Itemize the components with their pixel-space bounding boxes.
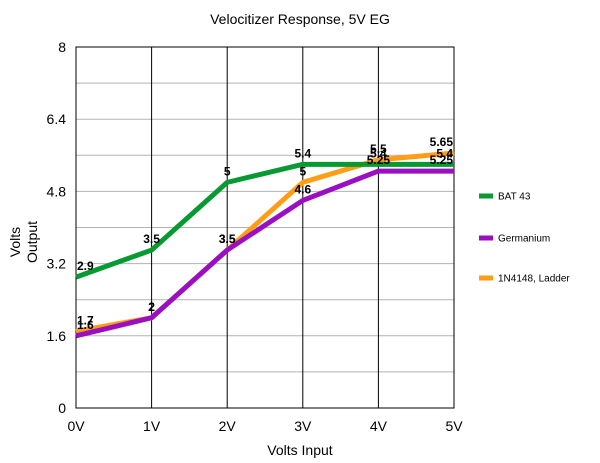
data-label: 5.65 — [430, 135, 454, 149]
legend-label: Germanium — [498, 234, 550, 245]
data-label: 5 — [224, 164, 231, 178]
y-tick-label: 6.4 — [47, 111, 67, 127]
y-axis-ticks: 0 1.6 3.2 4.8 6.4 8 — [47, 39, 67, 416]
series-line — [75, 168, 454, 339]
y-tick-label: 8 — [58, 39, 66, 55]
x-tick-label: 2V — [219, 418, 237, 434]
y-tick-label: 1.6 — [47, 328, 67, 344]
data-label: 5.4 — [294, 146, 311, 160]
data-label: 2 — [148, 300, 155, 314]
data-labels: 2.93.555.4 5.4 5.41.623.54.65.25 5.251.723.… — [77, 135, 453, 332]
data-label: 2 — [148, 300, 155, 314]
data-label: 3.5 — [219, 232, 236, 246]
data-label: 3.5 — [143, 232, 160, 246]
y-axis-label-line-1: Volts — [7, 227, 23, 257]
x-tick-label: 1V — [143, 418, 161, 434]
data-label: 5.4 — [370, 146, 387, 160]
y-tick-label: 4.8 — [47, 183, 67, 199]
y-tick-label: 0 — [58, 400, 66, 416]
series-line — [75, 161, 454, 280]
data-label: 4.6 — [294, 182, 311, 196]
plot-frame — [75, 46, 455, 409]
y-tick-label: 3.2 — [47, 256, 67, 272]
series-lines — [75, 150, 455, 339]
data-label: 5.25 — [430, 153, 454, 167]
x-axis-ticks: 0V 1V 2V 3V 4V 5V — [67, 418, 463, 434]
series-line — [75, 150, 455, 334]
legend: BAT 43 Germanium 1N4148, Ladder — [479, 192, 570, 285]
data-label: 2.9 — [77, 259, 94, 273]
data-label: 5.5 — [370, 142, 387, 156]
data-label: 1.6 — [77, 318, 94, 332]
x-tick-label: 4V — [370, 418, 388, 434]
data-label: 1.7 — [77, 313, 94, 327]
legend-label: 1N4148, Ladder — [498, 274, 570, 285]
data-label: 5 — [299, 164, 306, 178]
x-tick-label: 0V — [67, 418, 85, 434]
data-label: 3.5 — [219, 232, 236, 246]
y-axis-label-line-2: Output — [24, 221, 40, 263]
data-label: 5.4 — [436, 146, 453, 160]
x-tick-label: 5V — [445, 418, 463, 434]
data-label: 5.25 — [367, 153, 391, 167]
legend-label: BAT 43 — [498, 192, 531, 203]
x-axis-label: Volts Input — [267, 442, 332, 458]
x-tick-label: 3V — [294, 418, 312, 434]
chart-title: Velocitizer Response, 5V EG — [210, 11, 390, 27]
